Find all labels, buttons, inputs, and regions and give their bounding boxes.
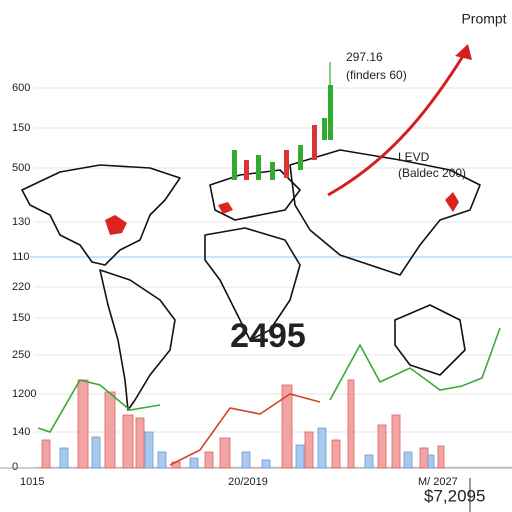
x-axis-labels: 1015 20/2019 M/ 2027: [20, 476, 458, 488]
green-line: [329, 327, 501, 401]
bar: [437, 445, 445, 469]
bar: [304, 431, 314, 469]
green-line: [37, 379, 161, 433]
candlesticks: [232, 62, 333, 180]
bar: [281, 384, 293, 469]
y-axis-label: 250: [12, 349, 30, 361]
highlight-regions: [105, 192, 459, 235]
world-map: [21, 149, 481, 411]
y-axis-label: 110: [12, 251, 30, 263]
annotation-value: 297.16: [346, 50, 383, 64]
y-axis-label: 140: [12, 426, 30, 438]
bar: [419, 447, 429, 469]
bar: [41, 439, 51, 469]
candle: [298, 145, 303, 170]
bar: [403, 451, 413, 469]
annotation-note: (finders 60): [346, 68, 407, 82]
candle: [232, 150, 237, 180]
x-axis-label: 1015: [20, 476, 44, 488]
trend-arrow: [327, 47, 470, 197]
y-axis-label: 150: [12, 122, 30, 134]
bar: [347, 379, 355, 469]
candle: [322, 118, 327, 140]
annotation-note: (Baldec 200): [398, 166, 466, 180]
bar: [331, 439, 341, 469]
x-axis-label: 20/2019: [228, 476, 268, 488]
bar: [157, 451, 167, 469]
bars: [41, 379, 445, 469]
y-axis-label: 130: [12, 216, 30, 228]
asia: [289, 149, 481, 276]
bar: [317, 427, 327, 469]
y-axis-label: 500: [12, 162, 30, 174]
bar: [219, 437, 231, 469]
bar: [144, 431, 154, 469]
australia: [394, 304, 466, 376]
bar: [59, 447, 69, 469]
bar: [295, 444, 305, 469]
y-axis-label: 220: [12, 281, 30, 293]
bar: [261, 459, 271, 469]
candle: [270, 162, 275, 180]
prompt-label: Prompt: [461, 11, 506, 27]
candle: [312, 125, 317, 160]
bar: [391, 414, 401, 469]
red-line: [169, 393, 321, 466]
europe: [209, 169, 301, 221]
candle: [244, 160, 249, 180]
y-axis-label: 600: [12, 82, 30, 94]
bar: [122, 414, 134, 469]
north-america: [21, 164, 181, 266]
south-america: [99, 269, 176, 411]
bar: [91, 436, 101, 469]
y-axis-label: 1200: [12, 388, 36, 400]
y-axis-label: 150: [12, 312, 30, 324]
y-axis-label: 0: [12, 461, 18, 473]
center-value: 2495: [230, 317, 306, 355]
bar: [377, 424, 387, 469]
price-value: $7,2095: [424, 486, 485, 505]
bar: [104, 391, 116, 469]
bar: [135, 417, 145, 469]
africa: [204, 227, 301, 341]
bar: [204, 451, 214, 469]
bar: [241, 451, 251, 469]
candle: [256, 155, 261, 180]
annotation-title: LEVD: [398, 150, 430, 164]
bar: [364, 454, 374, 469]
bar: [77, 379, 89, 469]
bar: [189, 457, 199, 469]
candle: [284, 150, 289, 178]
arrow-head: [455, 44, 472, 60]
x-axis-label: M/ 2027: [418, 476, 458, 488]
bar: [427, 454, 435, 469]
